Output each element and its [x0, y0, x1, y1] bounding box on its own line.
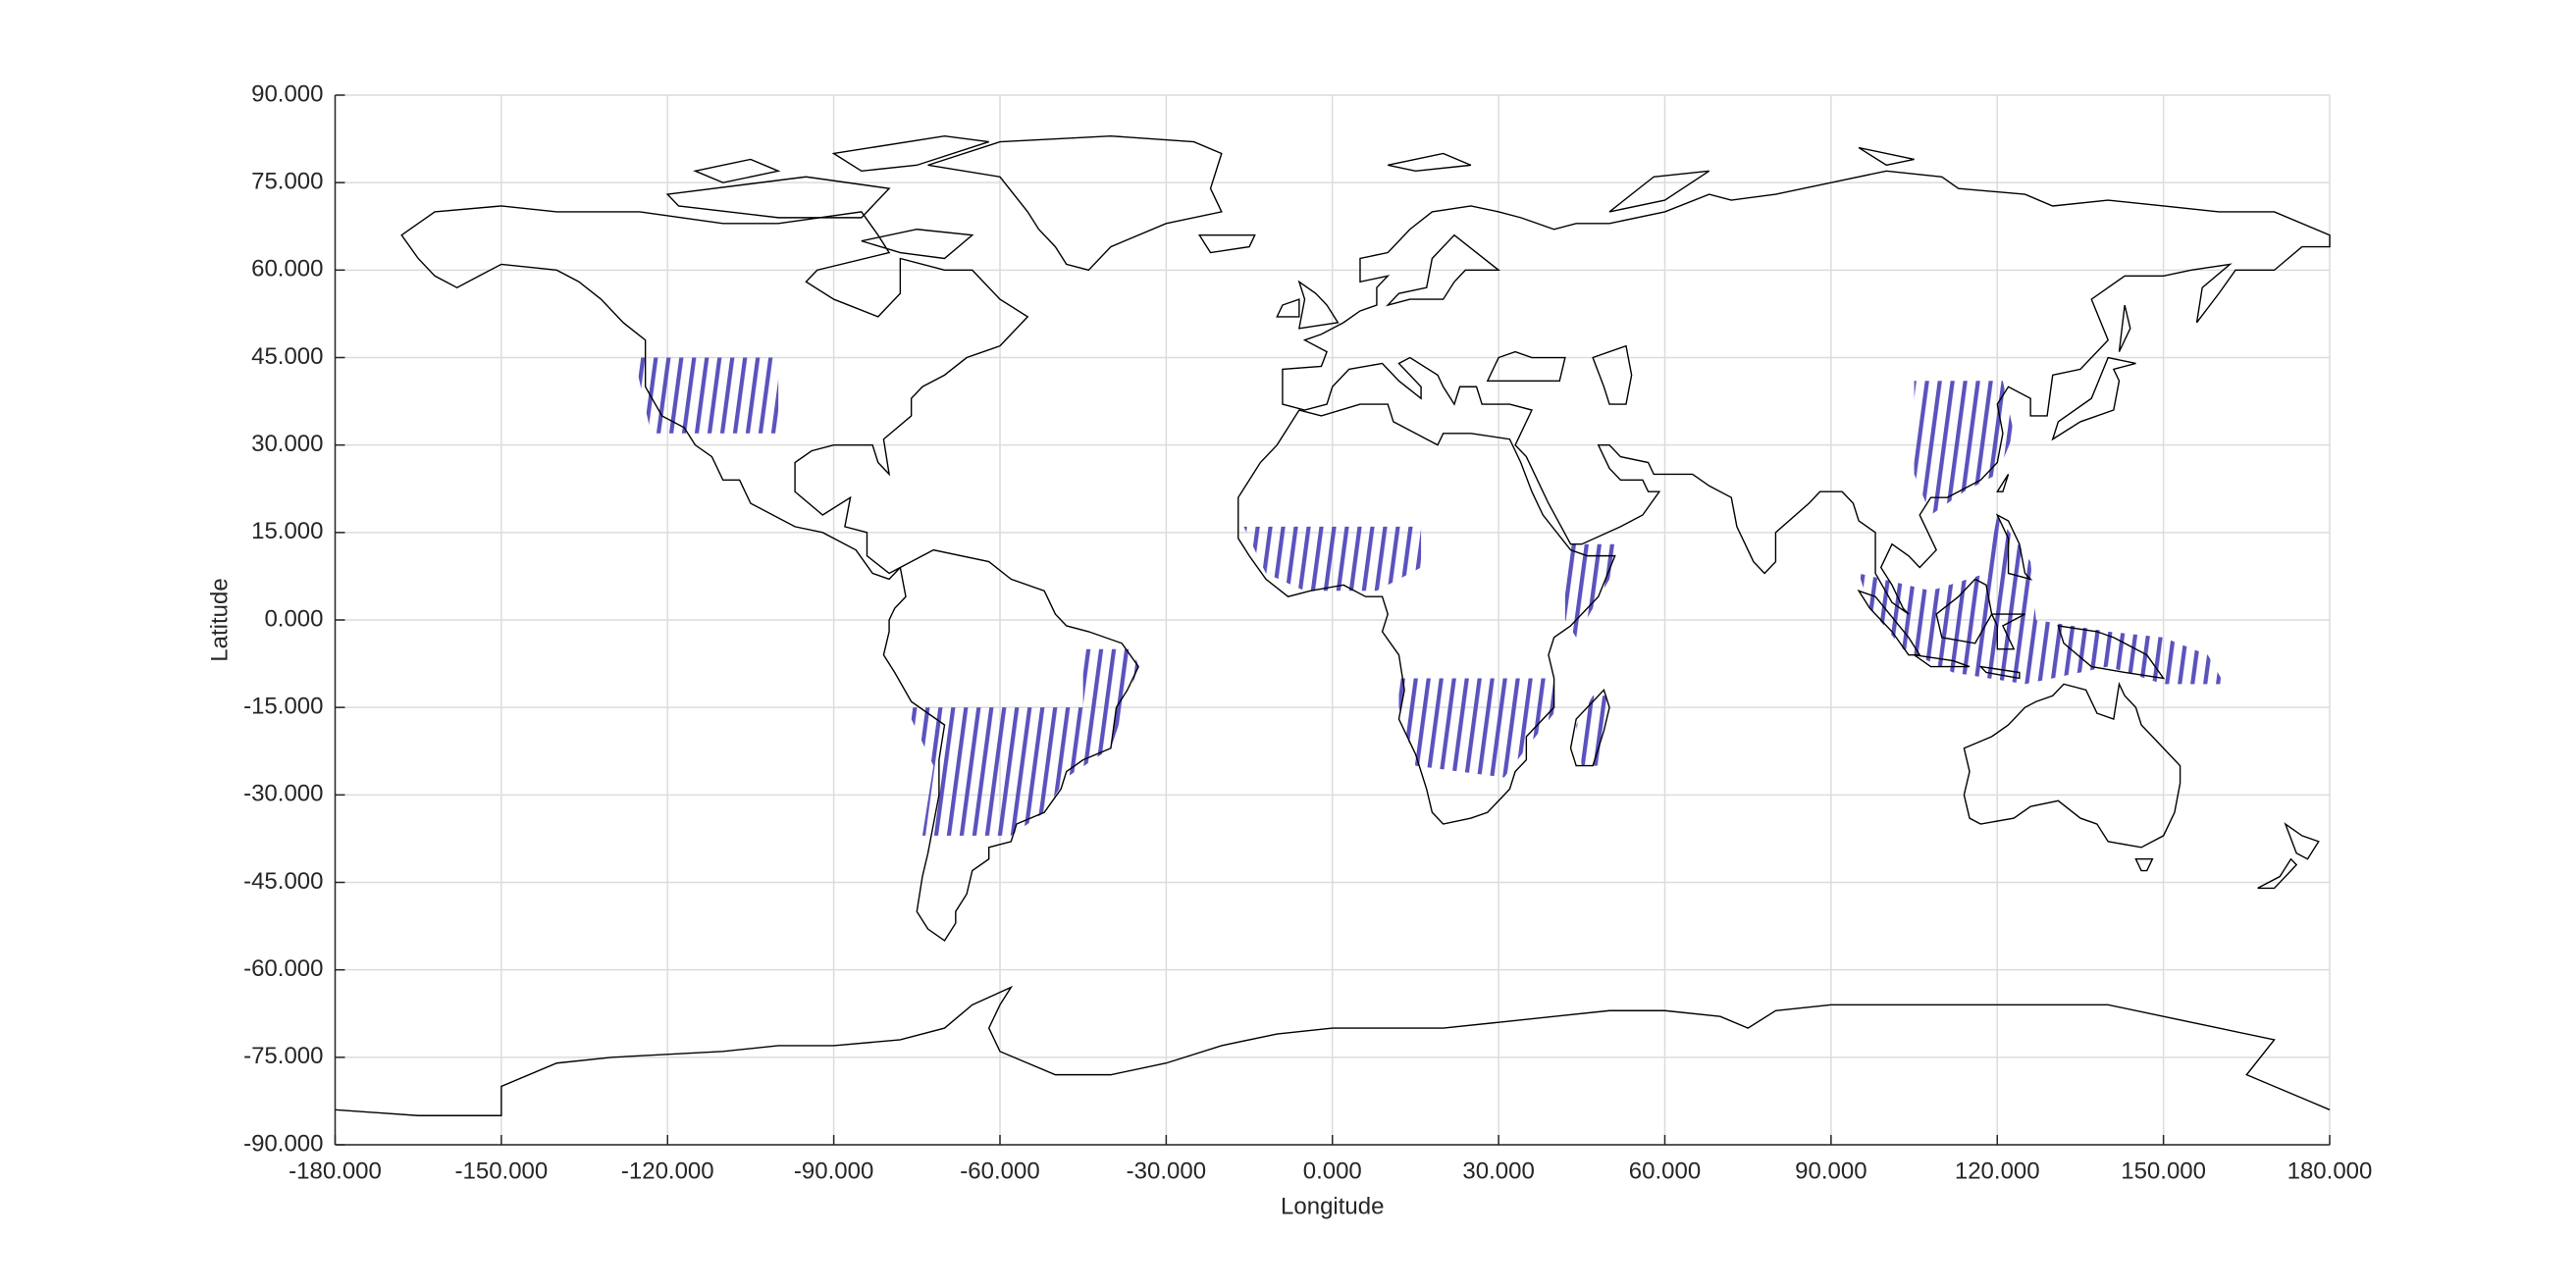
x-tick-label: -180.000 [289, 1158, 382, 1184]
region-south-america [906, 648, 1139, 836]
y-tick-label: 45.000 [251, 343, 323, 370]
region-east-asia [1914, 381, 2015, 516]
y-tick-label: 30.000 [251, 431, 323, 457]
y-tick-label: -60.000 [243, 955, 323, 982]
y-tick-label: 15.000 [251, 518, 323, 544]
coast-antarctica [335, 987, 2330, 1115]
y-tick-label: -75.000 [243, 1043, 323, 1069]
coast-greenland [928, 136, 1255, 271]
x-tick-label: 60.000 [1629, 1158, 1701, 1184]
coast-seas [1388, 235, 1631, 404]
x-axis-label: Longitude [1281, 1193, 1384, 1219]
hatched-regions [634, 357, 2225, 836]
coast-south-america [883, 550, 1138, 941]
y-tick-label: -30.000 [243, 781, 323, 807]
coast-islands-north [1277, 148, 2135, 492]
x-tick-label: -60.000 [960, 1158, 1039, 1184]
coast-new-zealand [2258, 824, 2319, 888]
x-tick-label: -150.000 [455, 1158, 549, 1184]
coast-southeast-asia [1859, 515, 2164, 678]
y-tick-label: 90.000 [251, 80, 323, 107]
x-tick-label: 30.000 [1462, 1158, 1534, 1184]
x-tick-label: 0.000 [1303, 1158, 1362, 1184]
x-tick-label: -30.000 [1127, 1158, 1206, 1184]
y-axis-label: Latitude [206, 578, 233, 661]
x-tick-label: 120.000 [1955, 1158, 2040, 1184]
x-tick-label: -120.000 [621, 1158, 714, 1184]
coastlines [335, 136, 2330, 1116]
coast-eurasia [1283, 171, 2330, 614]
coast-africa [1238, 404, 1615, 824]
coast-australia [1964, 684, 2180, 870]
map-layer [335, 136, 2330, 1116]
y-tick-label: 75.000 [251, 169, 323, 195]
x-tick-label: 90.000 [1795, 1158, 1866, 1184]
region-usa [634, 357, 779, 434]
region-southern-africa [1398, 678, 1554, 778]
y-tick-label: -45.000 [243, 868, 323, 895]
x-tick-label: 180.000 [2287, 1158, 2373, 1184]
y-tick-label: -15.000 [243, 694, 323, 720]
region-madagascar [1576, 696, 1610, 766]
region-west-africa [1243, 526, 1422, 592]
y-tick-label: -90.000 [243, 1130, 323, 1157]
coast-arctic-islands [667, 136, 988, 259]
x-tick-label: -90.000 [794, 1158, 873, 1184]
region-east-africa [1564, 543, 1621, 638]
y-tick-label: 60.000 [251, 256, 323, 283]
region-southeast-asia [1859, 515, 2225, 685]
y-tick-label: 0.000 [264, 605, 323, 632]
coast-madagascar [1571, 690, 1610, 765]
coast-north-america [401, 206, 1027, 579]
x-tick-label: 150.000 [2121, 1158, 2206, 1184]
